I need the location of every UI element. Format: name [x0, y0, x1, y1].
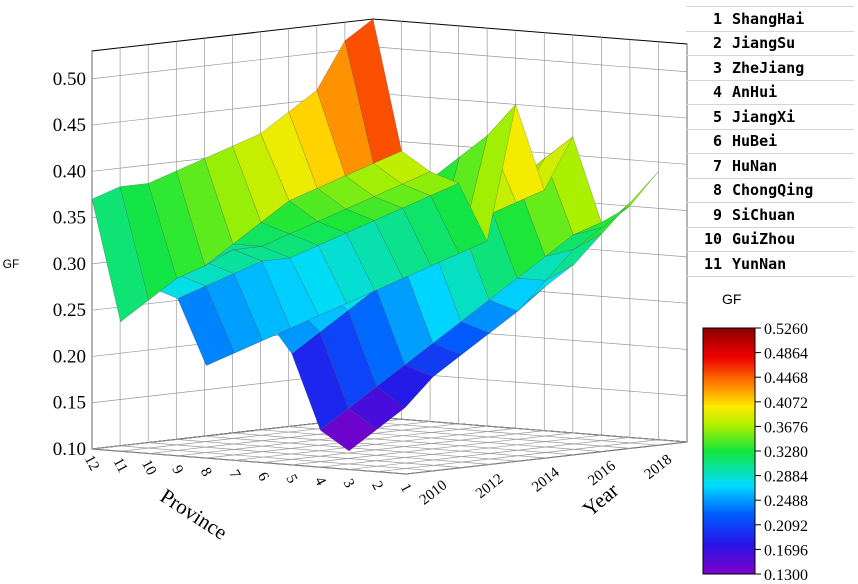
gridline: [372, 46, 688, 73]
colorbar-tick-label: 0.2488: [764, 493, 808, 510]
legend-row: 7 HuNan: [686, 153, 854, 179]
legend-number: 3: [686, 55, 728, 81]
legend-province-name: SiChuan: [728, 202, 854, 228]
legend-province-name: JiangSu: [728, 30, 854, 56]
colorbar-tick-label: 0.4468: [764, 370, 808, 387]
legend-row: 11 YunNan: [686, 251, 854, 277]
colorbar-tick-label: 0.2884: [764, 469, 808, 486]
legend-number: 9: [686, 202, 728, 228]
legend-row: 3 ZheJiang: [686, 55, 854, 81]
gridline: [176, 439, 491, 465]
y-tick-label: 2012: [473, 471, 506, 502]
legend-number: 7: [686, 153, 728, 179]
legend-row: 9 SiChuan: [686, 202, 854, 228]
legend-province-name: ChongQing: [728, 177, 854, 203]
x-tick-label: 5: [283, 472, 301, 486]
legend-province-name: HuNan: [728, 153, 854, 179]
z-tick-label: 0.10: [53, 439, 86, 460]
x-tick-label: 7: [225, 467, 243, 482]
gridline: [260, 429, 575, 456]
y-axis-title: Year: [578, 478, 623, 521]
x-tick-label: 1: [397, 481, 415, 495]
colorbar-gradient: [702, 327, 756, 575]
legend-row: 6 HuBei: [686, 128, 854, 154]
legend-number: 6: [686, 128, 728, 154]
legend-number: 10: [686, 226, 728, 252]
x-tick-label: 10: [138, 457, 159, 478]
gridline: [204, 435, 519, 462]
colorbar-tick-label: 0.1300: [764, 567, 808, 584]
z-tick-label: 0.25: [53, 300, 86, 321]
legend-number: 4: [686, 79, 728, 105]
colorbar-tick-label: 0.3676: [764, 419, 808, 436]
legend-province-name: JiangXi: [728, 104, 854, 130]
x-tick-label: 8: [197, 465, 215, 479]
legend-row: 5 JiangXi: [686, 104, 854, 130]
z-tick-label: 0.30: [53, 254, 86, 275]
x-tick-label: 9: [168, 463, 186, 477]
legend-row: 8 ChongQing: [686, 177, 854, 203]
colorbar-tick-label: 0.2092: [764, 518, 808, 535]
x-tick-label: 3: [340, 477, 358, 491]
x-tick-label: 12: [81, 453, 102, 474]
gridline: [91, 448, 407, 475]
z-tick-label: 0.15: [53, 393, 86, 414]
legend-number: 8: [686, 177, 728, 203]
x-axis-title: Province: [156, 484, 232, 545]
legend-row: 2 JiangSu: [686, 30, 854, 56]
legend-row: 1 ShangHai: [686, 6, 854, 32]
colorbar-tick-label: 0.4864: [764, 346, 808, 363]
legend-province-name: HuBei: [728, 128, 854, 154]
y-tick-label: 2010: [417, 477, 450, 508]
gf-surface: [91, 18, 659, 452]
gridline: [148, 442, 463, 468]
x-tick-label: 2: [368, 479, 386, 493]
surface-patch: [91, 186, 149, 323]
gridline: [91, 46, 374, 80]
province-legend: 1 ShangHai 2 JiangSu 3 ZheJiang 4 AnHui 5 JiangXi…: [686, 6, 854, 277]
x-tick-label: 6: [254, 470, 272, 485]
z-tick-label: 0.40: [53, 161, 86, 182]
legend-province-name: GuiZhou: [728, 226, 854, 252]
legend-number: 5: [686, 104, 728, 130]
legend-province-name: AnHui: [728, 79, 854, 105]
legend-province-name: ShangHai: [728, 6, 854, 32]
z-axis-title: GF: [3, 257, 20, 271]
gridline: [372, 416, 688, 443]
colorbar-tick-label: 0.4072: [764, 395, 808, 412]
y-tick-label: 2018: [642, 452, 675, 483]
x-tick-label: 11: [110, 455, 131, 475]
surface-plot: 0.100.150.200.250.300.350.400.450.50GF12…: [3, 18, 688, 545]
gridline: [372, 92, 688, 119]
legend-number: 2: [686, 30, 728, 56]
colorbar-tick-label: 0.5260: [764, 321, 808, 338]
colorbar-tick-label: 0.3280: [764, 444, 808, 461]
z-tick-label: 0.35: [53, 208, 86, 229]
legend-row: 4 AnHui: [686, 79, 854, 105]
gridline: [344, 419, 659, 446]
colorbar: GF 0.5260 0.4864 0.4468 0.4072 0.3676 0.3280 0.…: [702, 291, 808, 584]
legend-row: 10 GuiZhou: [686, 226, 854, 252]
z-tick-label: 0.50: [53, 69, 86, 90]
legend-province-name: ZheJiang: [728, 55, 854, 81]
colorbar-tick-label: 0.1696: [764, 542, 808, 559]
legend-province-name: YunNan: [728, 251, 854, 277]
legend-number: 1: [686, 6, 728, 32]
x-tick-label: 4: [311, 474, 329, 489]
legend-number: 11: [686, 251, 728, 277]
z-tick-label: 0.45: [53, 115, 86, 136]
y-tick-label: 2014: [529, 464, 563, 495]
z-tick-label: 0.20: [53, 346, 86, 367]
colorbar-title: GF: [722, 291, 741, 307]
gridline: [232, 432, 547, 459]
gridline: [120, 445, 435, 472]
